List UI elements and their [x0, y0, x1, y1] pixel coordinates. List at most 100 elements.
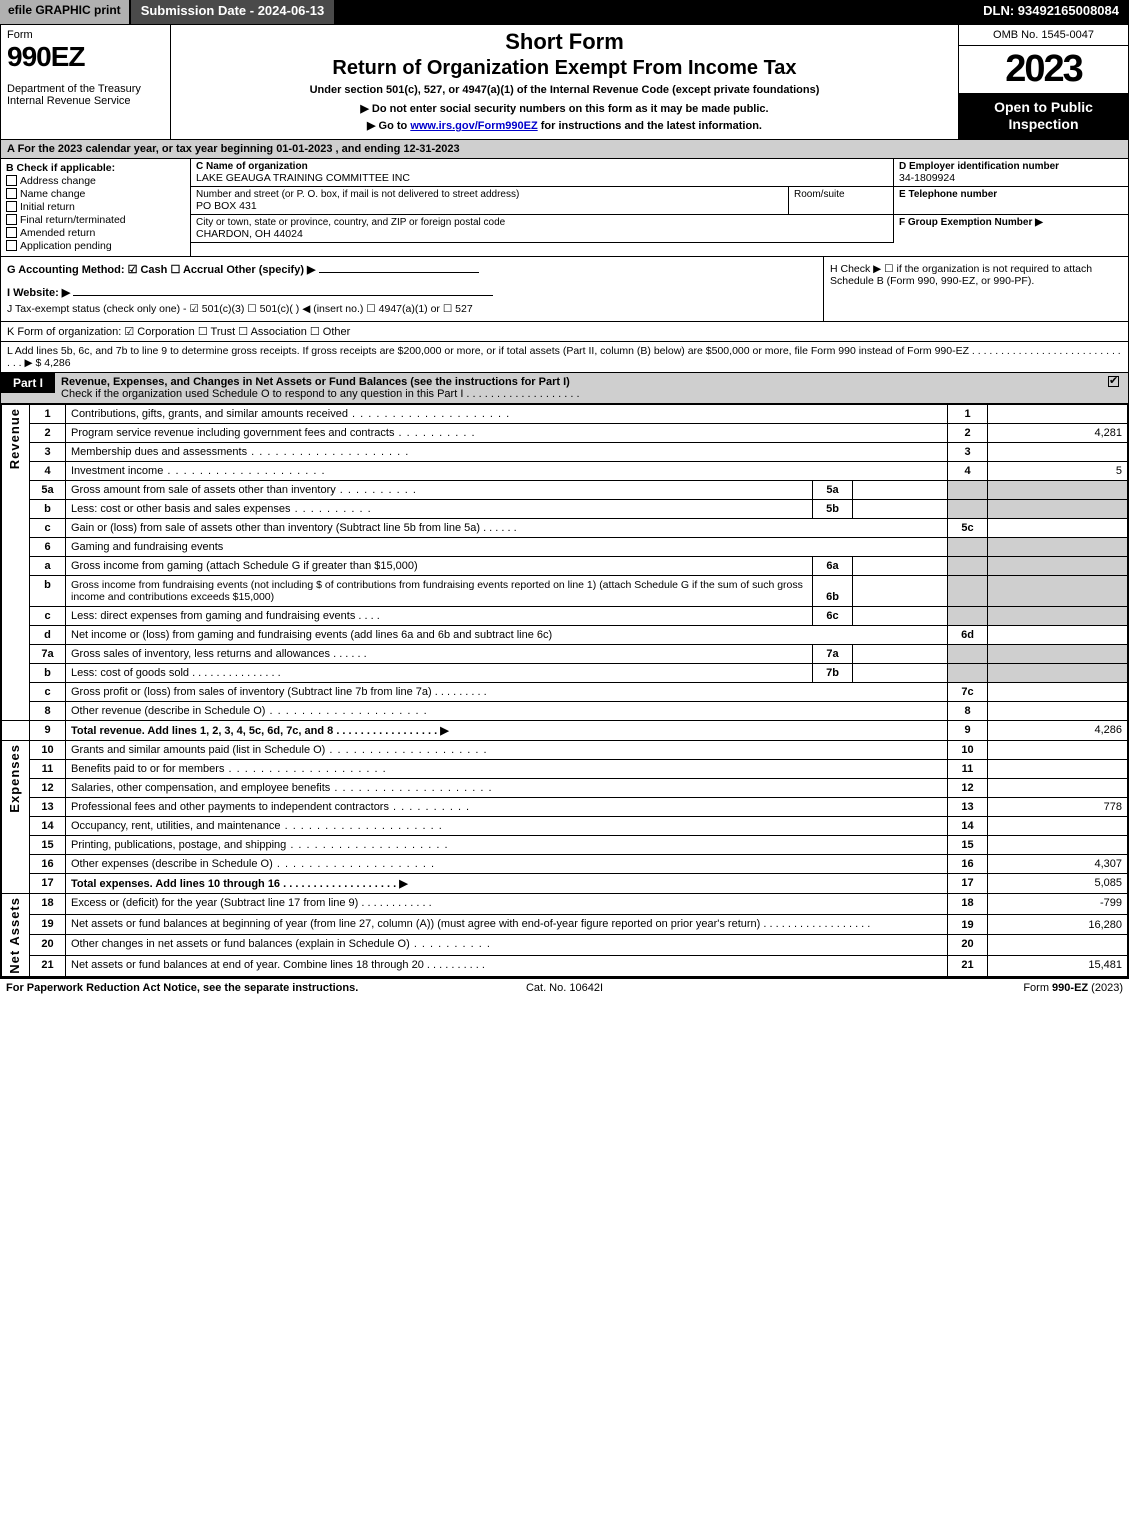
- cb-name-change[interactable]: Name change: [6, 188, 185, 200]
- short-form-label: Short Form: [177, 29, 952, 55]
- line-19: 19 Net assets or fund balances at beginn…: [2, 914, 1128, 935]
- l6a-ref-grey: [948, 556, 988, 575]
- form-container: Form 990EZ Department of the Treasury In…: [0, 24, 1129, 978]
- l2-desc: Program service revenue including govern…: [66, 423, 948, 442]
- l18-desc: Excess or (deficit) for the year (Subtra…: [66, 893, 948, 914]
- l9-num: 9: [30, 720, 66, 740]
- l2-amt: 4,281: [988, 423, 1128, 442]
- l6c-desc: Less: direct expenses from gaming and fu…: [66, 606, 813, 625]
- city-row: City or town, state or province, country…: [191, 215, 1128, 243]
- part-1-desc: Revenue, Expenses, and Changes in Net As…: [55, 373, 1102, 403]
- line-6b: b Gross income from fundraising events (…: [2, 575, 1128, 606]
- netassets-side-label: Net Assets: [2, 893, 30, 977]
- l5b-amt-grey: [988, 499, 1128, 518]
- department: Department of the Treasury Internal Reve…: [7, 83, 164, 107]
- sections-g-i-j: G Accounting Method: ☑ Cash ☐ Accrual Ot…: [1, 257, 823, 321]
- l20-ref: 20: [948, 935, 988, 956]
- part-1-label: Part I: [1, 373, 55, 393]
- l5a-amt-grey: [988, 480, 1128, 499]
- l17-amt: 5,085: [988, 873, 1128, 893]
- header-left: Form 990EZ Department of the Treasury In…: [1, 25, 171, 139]
- l5a-num: 5a: [30, 480, 66, 499]
- l3-ref: 3: [948, 442, 988, 461]
- website-input[interactable]: [73, 295, 493, 296]
- l21-num: 21: [30, 956, 66, 977]
- l16-num: 16: [30, 854, 66, 873]
- city-value: CHARDON, OH 44024: [196, 228, 888, 240]
- l6a-subref: 6a: [813, 556, 853, 575]
- line-6: 6 Gaming and fundraising events: [2, 537, 1128, 556]
- cb-application-pending[interactable]: Application pending: [6, 240, 185, 252]
- l6c-subamt: [853, 606, 948, 625]
- l18-amt: -799: [988, 893, 1128, 914]
- l21-ref: 21: [948, 956, 988, 977]
- l6a-subamt: [853, 556, 948, 575]
- l6a-desc: Gross income from gaming (attach Schedul…: [66, 556, 813, 575]
- l11-amt: [988, 759, 1128, 778]
- l21-desc: Net assets or fund balances at end of ye…: [66, 956, 948, 977]
- l3-num: 3: [30, 442, 66, 461]
- l7a-num: 7a: [30, 644, 66, 663]
- cb-final-return[interactable]: Final return/terminated: [6, 214, 185, 226]
- l7a-desc: Gross sales of inventory, less returns a…: [66, 644, 813, 663]
- l6a-amt-grey: [988, 556, 1128, 575]
- irs-link[interactable]: www.irs.gov/Form990EZ: [410, 120, 537, 132]
- l7a-ref-grey: [948, 644, 988, 663]
- cb-application-pending-label: Application pending: [20, 240, 112, 252]
- l6d-ref: 6d: [948, 625, 988, 644]
- line-20: 20 Other changes in net assets or fund b…: [2, 935, 1128, 956]
- goto-pre: ▶ Go to: [367, 120, 410, 132]
- section-b: B Check if applicable: Address change Na…: [1, 159, 191, 256]
- cb-address-change[interactable]: Address change: [6, 175, 185, 187]
- line-6a: a Gross income from gaming (attach Sched…: [2, 556, 1128, 575]
- line-14: 14 Occupancy, rent, utilities, and maint…: [2, 816, 1128, 835]
- l5c-num: c: [30, 518, 66, 537]
- line-2: 2 Program service revenue including gove…: [2, 423, 1128, 442]
- gh-row: G Accounting Method: ☑ Cash ☐ Accrual Ot…: [1, 257, 1128, 322]
- l14-desc: Occupancy, rent, utilities, and maintena…: [66, 816, 948, 835]
- section-f-label: F Group Exemption Number ▶: [899, 217, 1043, 228]
- l2-ref: 2: [948, 423, 988, 442]
- cb-address-change-label: Address change: [20, 175, 96, 187]
- part-1-header: Part I Revenue, Expenses, and Changes in…: [1, 372, 1128, 404]
- part-1-checkbox[interactable]: [1102, 373, 1128, 391]
- l16-desc: Other expenses (describe in Schedule O): [66, 854, 948, 873]
- l7b-ref-grey: [948, 663, 988, 682]
- footer-center: Cat. No. 10642I: [378, 982, 750, 994]
- line-6c: c Less: direct expenses from gaming and …: [2, 606, 1128, 625]
- l11-desc: Benefits paid to or for members: [66, 759, 948, 778]
- l13-desc: Professional fees and other payments to …: [66, 797, 948, 816]
- l9-desc: Total revenue. Add lines 1, 2, 3, 4, 5c,…: [66, 720, 948, 740]
- section-i: I Website: ▶: [7, 286, 817, 299]
- entity-center-right: C Name of organization LAKE GEAUGA TRAIN…: [191, 159, 1128, 256]
- l20-num: 20: [30, 935, 66, 956]
- cb-initial-return[interactable]: Initial return: [6, 201, 185, 213]
- l6b-subref: 6b: [813, 575, 853, 606]
- section-c: C Name of organization LAKE GEAUGA TRAIN…: [191, 159, 893, 186]
- l7c-amt: [988, 682, 1128, 701]
- line-12: 12 Salaries, other compensation, and emp…: [2, 778, 1128, 797]
- l5c-desc: Gain or (loss) from sale of assets other…: [66, 518, 948, 537]
- section-l: L Add lines 5b, 6c, and 7b to line 9 to …: [1, 342, 1128, 372]
- l11-ref: 11: [948, 759, 988, 778]
- l6-amt-grey: [988, 537, 1128, 556]
- l15-amt: [988, 835, 1128, 854]
- l12-desc: Salaries, other compensation, and employ…: [66, 778, 948, 797]
- goto-post: for instructions and the latest informat…: [538, 120, 762, 132]
- efile-print-button[interactable]: efile GRAPHIC print: [0, 0, 131, 24]
- line-3: 3 Membership dues and assessments 3: [2, 442, 1128, 461]
- l5a-subamt: [853, 480, 948, 499]
- part-1-title: Revenue, Expenses, and Changes in Net As…: [61, 376, 570, 388]
- section-a-text: A For the 2023 calendar year, or tax yea…: [7, 143, 460, 155]
- section-j: J Tax-exempt status (check only one) - ☑…: [7, 303, 817, 315]
- cb-name-change-label: Name change: [20, 188, 85, 200]
- l6c-subref: 6c: [813, 606, 853, 625]
- cb-amended-return[interactable]: Amended return: [6, 227, 185, 239]
- line-11: 11 Benefits paid to or for members 11: [2, 759, 1128, 778]
- org-name: LAKE GEAUGA TRAINING COMMITTEE INC: [196, 172, 888, 184]
- l7b-subamt: [853, 663, 948, 682]
- cb-amended-return-label: Amended return: [20, 227, 95, 239]
- l16-amt: 4,307: [988, 854, 1128, 873]
- l6-desc: Gaming and fundraising events: [66, 537, 948, 556]
- line-7b: b Less: cost of goods sold . . . . . . .…: [2, 663, 1128, 682]
